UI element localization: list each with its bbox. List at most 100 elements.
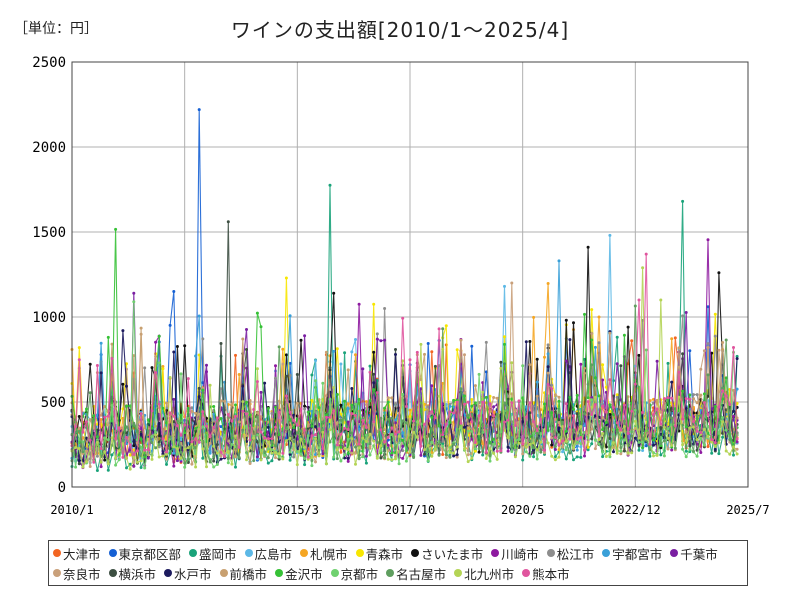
- data-point: [622, 333, 626, 337]
- data-point: [208, 441, 212, 445]
- data-point: [350, 403, 354, 407]
- data-point: [717, 431, 721, 435]
- data-point: [146, 456, 150, 460]
- data-point: [306, 455, 310, 459]
- data-point: [528, 442, 532, 446]
- data-point: [303, 463, 307, 467]
- data-point: [335, 347, 339, 351]
- series-line: [71, 239, 738, 469]
- data-point: [335, 457, 339, 461]
- legend-label: 青森市: [365, 546, 404, 562]
- data-point: [535, 431, 539, 435]
- data-point: [259, 430, 263, 434]
- data-point: [81, 465, 85, 469]
- data-point: [237, 420, 241, 424]
- data-point: [677, 370, 681, 374]
- data-point: [237, 456, 241, 459]
- data-point: [593, 345, 597, 349]
- data-point: [681, 447, 685, 451]
- legend-item: 金沢市: [275, 563, 323, 583]
- legend-marker-icon: [108, 569, 117, 577]
- data-point: [717, 421, 721, 425]
- data-point: [503, 284, 506, 288]
- data-point: [226, 439, 230, 443]
- data-point: [684, 397, 688, 401]
- data-point: [284, 374, 288, 378]
- data-point: [539, 432, 543, 436]
- data-point: [590, 332, 594, 336]
- data-point: [706, 435, 710, 439]
- data-point: [553, 458, 557, 462]
- data-point: [488, 402, 492, 406]
- data-point: [343, 351, 347, 355]
- x-tick-label: 2022/12: [610, 503, 661, 517]
- data-point: [532, 315, 536, 319]
- data-point: [165, 450, 168, 454]
- data-point: [277, 410, 281, 414]
- data-point: [339, 403, 343, 407]
- data-point: [110, 357, 114, 361]
- data-point: [608, 452, 612, 456]
- data-point: [550, 383, 554, 387]
- data-point: [593, 438, 597, 442]
- data-point: [310, 373, 314, 377]
- data-point: [328, 397, 332, 401]
- data-point: [88, 465, 92, 468]
- data-point: [652, 413, 655, 416]
- data-point: [706, 346, 710, 349]
- data-point: [168, 376, 172, 379]
- data-point: [317, 427, 321, 431]
- data-point: [99, 341, 103, 345]
- data-point: [303, 334, 307, 338]
- data-point: [274, 456, 277, 460]
- data-point: [688, 435, 692, 439]
- data-point: [99, 447, 103, 451]
- data-point: [154, 340, 158, 344]
- data-point: [343, 416, 347, 419]
- legend-item: 千葉市: [670, 543, 718, 563]
- data-point: [688, 393, 692, 397]
- data-point: [277, 452, 281, 456]
- data-point: [223, 433, 227, 437]
- data-point: [535, 457, 539, 461]
- data-point: [368, 370, 372, 374]
- data-point: [721, 431, 725, 435]
- data-point: [139, 426, 143, 430]
- data-point: [219, 342, 223, 345]
- data-point: [702, 443, 706, 447]
- data-point: [132, 452, 136, 456]
- data-point: [201, 425, 205, 429]
- data-point: [110, 436, 114, 440]
- legend-item: 盛岡市: [189, 543, 237, 563]
- data-point: [615, 395, 619, 399]
- data-point: [357, 302, 361, 306]
- data-point: [201, 410, 205, 414]
- x-tick-label: 2017/10: [385, 503, 436, 517]
- data-point: [637, 353, 641, 357]
- data-point: [263, 450, 267, 454]
- data-point: [332, 409, 336, 413]
- data-point: [197, 395, 201, 399]
- data-point: [557, 418, 561, 422]
- data-point: [386, 443, 390, 447]
- data-point: [364, 400, 368, 404]
- data-point: [172, 397, 176, 401]
- data-point: [506, 406, 510, 409]
- data-point: [154, 446, 158, 450]
- data-point: [622, 438, 626, 442]
- data-point: [659, 298, 663, 302]
- data-point: [266, 461, 270, 465]
- data-point: [372, 350, 376, 354]
- data-point: [379, 428, 383, 432]
- data-point: [655, 453, 659, 457]
- data-point: [295, 373, 299, 376]
- data-point: [284, 394, 288, 398]
- data-point: [125, 404, 128, 408]
- legend-label: 熊本市: [532, 566, 570, 582]
- data-point: [241, 409, 245, 413]
- data-point: [717, 452, 721, 456]
- data-point: [401, 449, 405, 453]
- data-point: [383, 428, 387, 432]
- data-point: [510, 420, 514, 424]
- data-point: [553, 448, 557, 451]
